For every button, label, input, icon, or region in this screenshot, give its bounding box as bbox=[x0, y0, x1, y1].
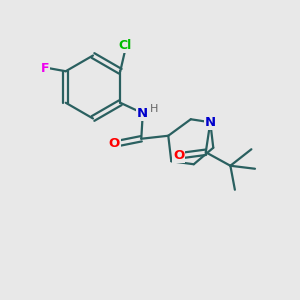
Text: N: N bbox=[137, 107, 148, 120]
Text: H: H bbox=[150, 104, 158, 114]
Text: N: N bbox=[205, 116, 216, 129]
Text: O: O bbox=[173, 149, 184, 162]
Text: O: O bbox=[109, 137, 120, 150]
Text: F: F bbox=[40, 62, 49, 75]
Text: Cl: Cl bbox=[118, 39, 131, 52]
